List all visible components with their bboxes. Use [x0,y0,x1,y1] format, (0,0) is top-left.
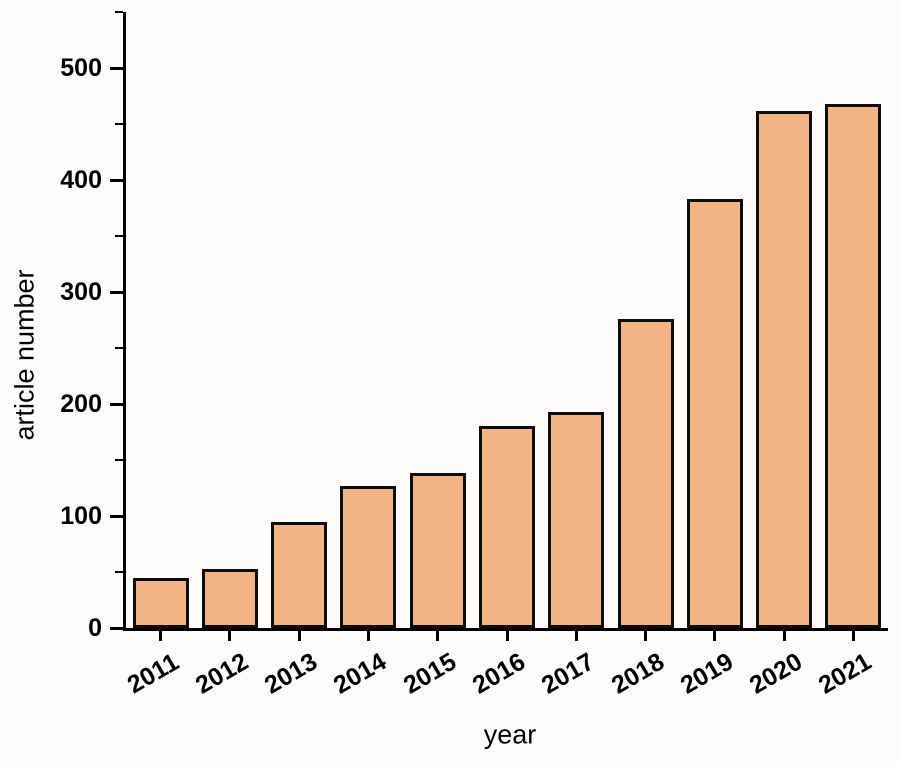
bar-2018 [618,319,674,628]
y-minor-tick-50 [115,571,123,573]
x-tick-2019 [713,631,717,641]
x-tick-2016 [505,631,509,641]
x-tick-label-2013: 2013 [260,647,323,700]
x-tick-2021 [851,631,855,641]
x-tick-2012 [228,631,232,641]
x-tick-label-2017: 2017 [537,647,600,700]
x-tick-label-2016: 2016 [467,647,531,700]
bar-2013 [271,522,327,628]
x-tick-label-2015: 2015 [398,647,461,700]
y-tick-label-200: 200 [60,390,102,418]
x-tick-2018 [644,631,648,641]
x-tick-2013 [297,631,301,641]
y-tick-label-300: 300 [60,278,102,306]
y-major-tick-400 [110,178,123,182]
x-tick-label-2012: 2012 [190,647,253,700]
plot-area: 0 100 200 300 400 500 2011 2012 2013 2014 2015 2016… [60,11,888,700]
bar-2020 [756,111,812,628]
x-tick-2011 [159,631,163,641]
x-tick-label-2020: 2020 [744,647,808,700]
y-tick-label-500: 500 [60,54,102,82]
x-tick-2015 [436,631,440,641]
x-tick-label-2014: 2014 [329,647,392,700]
bar-2015 [410,473,466,628]
y-major-tick-100 [110,514,123,518]
x-tick-label-2021: 2021 [814,647,877,700]
bar-2017 [548,412,604,628]
y-major-tick-500 [110,66,123,70]
bar-2011 [133,578,189,628]
bar-2012 [202,569,258,628]
y-axis-title: article number [9,269,40,441]
bar-2019 [687,199,743,628]
y-tick-label-100: 100 [60,502,102,530]
y-minor-tick-450 [115,123,123,125]
bar-2021 [825,104,881,628]
x-axis-title: year [483,719,537,750]
y-minor-tick-250 [115,347,123,349]
y-minor-tick-550 [115,11,123,13]
x-tick-label-2011: 2011 [122,647,184,700]
y-major-tick-0 [110,626,123,630]
x-tick-2020 [782,631,786,641]
y-minor-tick-150 [115,459,123,461]
x-tick-label-2018: 2018 [606,647,669,700]
bar-2016 [479,426,535,628]
y-major-tick-300 [110,290,123,294]
y-tick-label-0: 0 [88,614,102,642]
x-tick-label-2019: 2019 [675,647,738,700]
x-tick-2017 [574,631,578,641]
y-minor-tick-350 [115,235,123,237]
y-major-tick-200 [110,402,123,406]
x-tick-2014 [366,631,370,641]
bar-2014 [340,486,396,628]
y-tick-label-400: 400 [60,166,102,194]
